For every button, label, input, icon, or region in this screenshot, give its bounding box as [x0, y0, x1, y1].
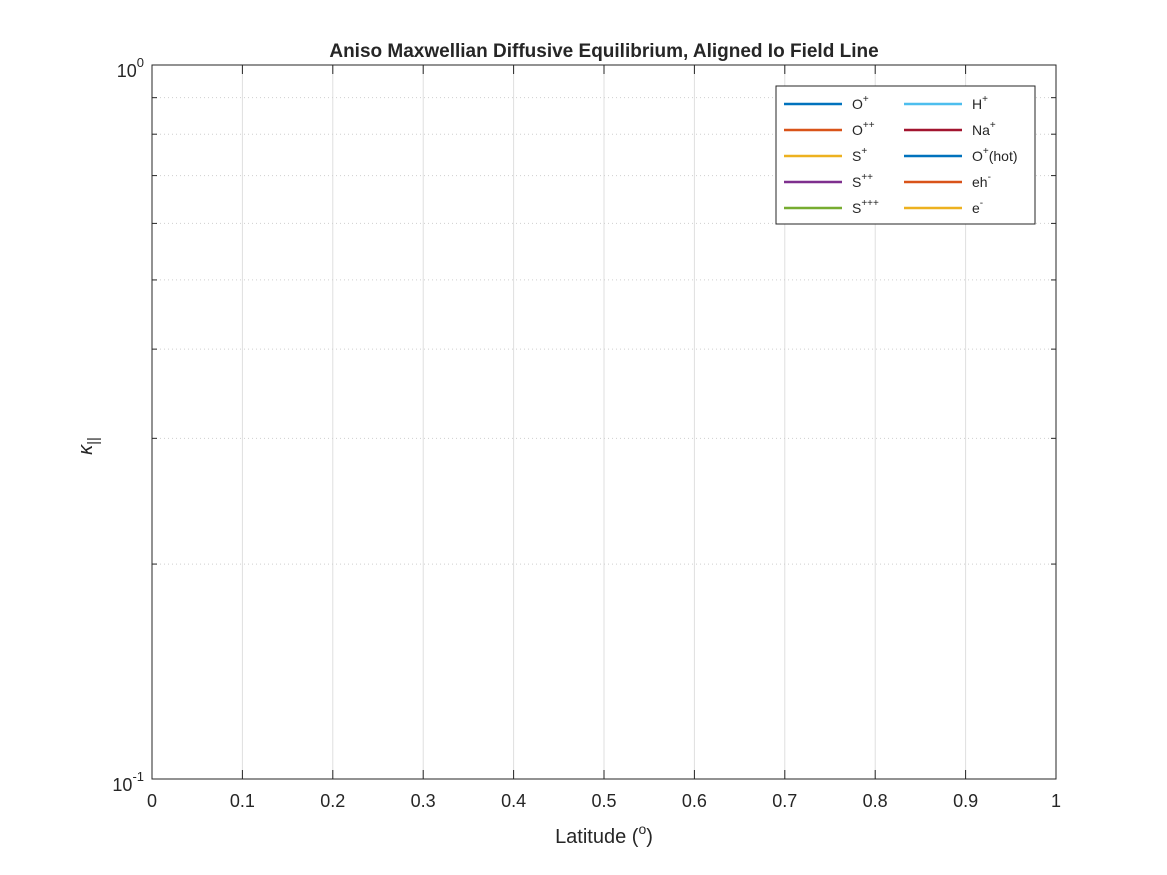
legend-entry: S+: [852, 146, 867, 164]
legend: O+ O++ S+ S++ S+++ H+ Na+ O+(hot) eh-e-: [775, 85, 1036, 225]
legend-entry: Na+: [972, 120, 996, 138]
x-tick-label: 0: [147, 791, 157, 811]
y-axis-label: κ||: [75, 437, 102, 455]
x-tick-label: 0.5: [591, 791, 616, 811]
x-axis-label: Latitude (o): [555, 821, 653, 848]
chart-title: Aniso Maxwellian Diffusive Equilibrium, …: [329, 41, 878, 62]
legend-entry: eh-: [972, 172, 991, 190]
y-tick-label: 10-1: [112, 769, 144, 795]
x-tick-label: 0.9: [953, 791, 978, 811]
x-tick-label: 0.8: [863, 791, 888, 811]
legend-entry: O+: [852, 94, 869, 112]
legend-entry: O+(hot): [972, 146, 1018, 164]
legend-entry: H+: [972, 94, 988, 112]
legend-entry: e-: [972, 198, 983, 216]
x-tick-label: 0.4: [501, 791, 526, 811]
ticks: 0 0.1 0.2 0.3 0.4 0.5 0.6 0.7 0.8 0.9 1 10-1 100: [112, 55, 1061, 811]
x-tick-label: 0.2: [320, 791, 345, 811]
x-tick-label: 0.1: [230, 791, 255, 811]
legend-entry: S+++: [852, 198, 879, 216]
x-tick-label: 0.3: [411, 791, 436, 811]
x-tick-label: 1: [1051, 791, 1061, 811]
y-tick-label: 100: [117, 55, 144, 81]
x-tick-label: 0.7: [772, 791, 797, 811]
legend-entry: O++: [852, 120, 875, 138]
legend-entry: S++: [852, 172, 873, 190]
x-tick-label: 0.6: [682, 791, 707, 811]
